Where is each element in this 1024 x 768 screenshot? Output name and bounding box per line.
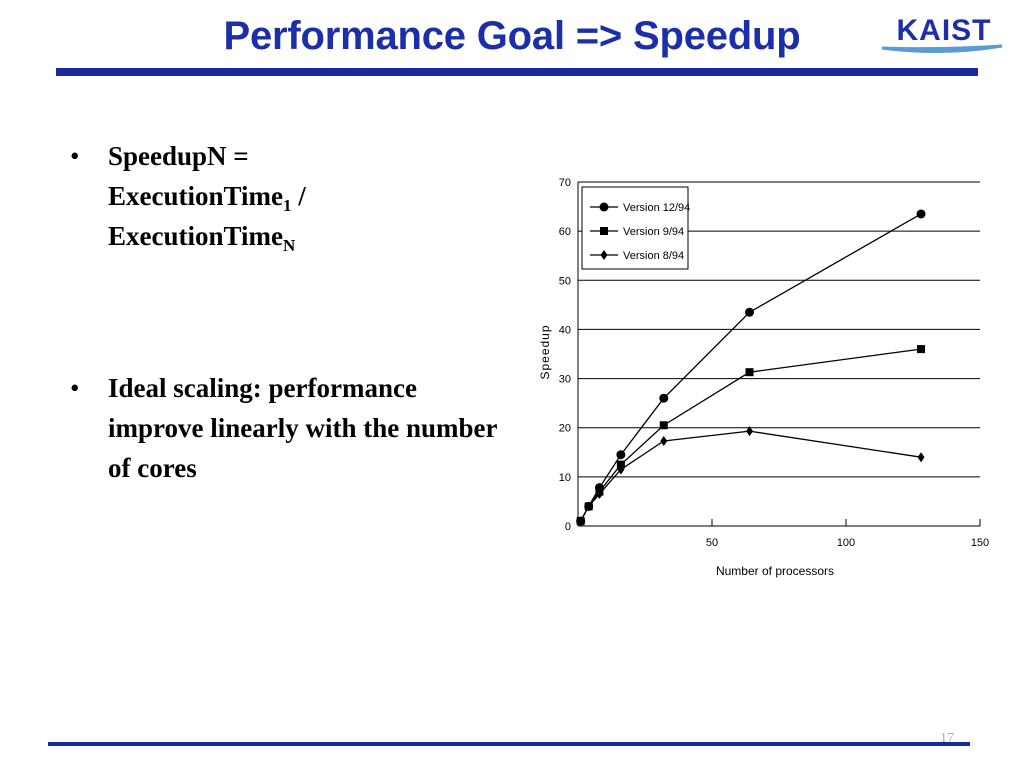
chart-gridlines (578, 181, 980, 527)
y-tick-label: 30 (559, 374, 571, 386)
data-point (917, 345, 926, 354)
legend-label: Version 9/94 (623, 226, 684, 238)
y-tick-label: 10 (559, 472, 571, 484)
x-axis-label: Number of processors (716, 564, 834, 578)
bullet-ideal-scaling: • Ideal scaling: performance improve lin… (66, 368, 516, 488)
bullet-line: ExecutionTimeN (108, 216, 516, 256)
bullet-line: ExecutionTime1 / (108, 176, 516, 216)
y-tick-label: 70 (559, 177, 571, 189)
y-tick-label: 20 (559, 423, 571, 435)
bullet-text: Ideal scaling: performance improve linea… (108, 373, 497, 483)
data-point (577, 516, 585, 527)
bullet-list: • SpeedupN = ExecutionTime1 / ExecutionT… (66, 136, 516, 488)
data-point (585, 501, 593, 512)
data-point (745, 368, 754, 377)
bullet-dot: • (70, 141, 80, 171)
data-point (659, 421, 668, 430)
bullet-text: ExecutionTime (108, 181, 283, 211)
footer-rule (48, 742, 970, 746)
subscript: N (283, 236, 296, 255)
data-point (616, 450, 626, 460)
y-axis-label: Speedup (538, 324, 552, 379)
chart-axes: 0 10 20 30 40 50 60 70 50 100 150 (559, 177, 989, 549)
bullet-speedup-definition: • SpeedupN = ExecutionTime1 / ExecutionT… (66, 136, 516, 256)
series-line (580, 430, 922, 522)
subscript: 1 (283, 196, 292, 215)
data-point (746, 426, 754, 437)
data-point (745, 307, 755, 317)
legend-marker (600, 227, 608, 235)
kaist-logo: KAIST (881, 14, 1003, 54)
y-tick-label: 40 (559, 324, 571, 336)
bullet-text: ExecutionTime (108, 221, 283, 251)
data-point (916, 209, 926, 219)
x-tick-label: 100 (837, 537, 855, 549)
logo-swoosh (881, 44, 1003, 54)
data-point (659, 393, 669, 403)
bullet-dot: • (70, 373, 80, 403)
x-tick-label: 50 (706, 537, 718, 549)
data-point (660, 435, 668, 446)
x-tick-label: 150 (971, 537, 989, 549)
bullet-text: / (291, 181, 306, 211)
y-tick-label: 60 (559, 226, 571, 238)
slide-title: Performance Goal => Speedup (223, 14, 801, 58)
title-underline (56, 68, 978, 76)
legend-label: Version 12/94 (623, 202, 690, 214)
page-number: 17 (940, 731, 954, 746)
y-tick-label: 0 (565, 521, 571, 533)
logo-text: KAIST (897, 14, 992, 47)
data-point (917, 452, 925, 463)
legend-marker (600, 250, 608, 260)
data-point (617, 464, 625, 475)
chart-legend: Version 12/94 Version 9/94 Version 8/94 (581, 186, 690, 270)
chart-series (576, 209, 926, 527)
legend-marker (599, 202, 609, 212)
legend-label: Version 8/94 (623, 250, 684, 262)
data-point (595, 489, 603, 500)
series-diamond (577, 426, 925, 527)
y-tick-label: 50 (559, 275, 571, 287)
series-square (576, 345, 926, 526)
bullet-line: SpeedupN = (108, 141, 249, 171)
